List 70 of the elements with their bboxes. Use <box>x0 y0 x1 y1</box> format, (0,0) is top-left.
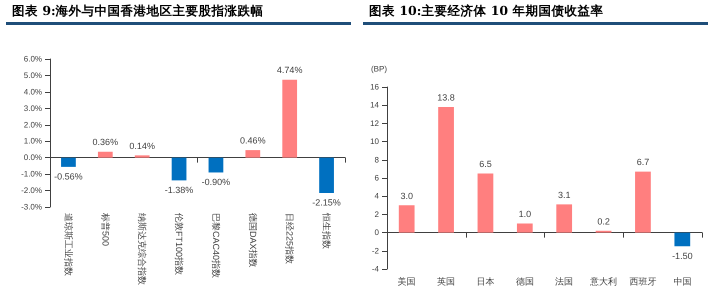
bar <box>398 205 415 233</box>
bar <box>98 152 113 158</box>
data-label: 0.46% <box>240 136 266 146</box>
x-tick-label: 日经225指数 <box>284 213 295 264</box>
data-label: -1.38% <box>164 184 194 195</box>
x-tick-label: 标普500 <box>100 212 110 246</box>
data-label: 1.0 <box>518 209 532 219</box>
x-tick-label: 德国DAX指数 <box>248 213 258 268</box>
bar <box>674 232 690 246</box>
x-tick-label: 意大利 <box>589 276 618 286</box>
x-tick-label: 中国 <box>673 276 692 286</box>
bar <box>635 172 651 233</box>
bar <box>208 158 224 172</box>
x-tick-label: 法国 <box>555 276 574 286</box>
y-tick-label: 4.0% <box>24 87 42 96</box>
x-tick-label: 西班牙 <box>629 276 656 286</box>
y-tick-label: 5.0% <box>24 70 42 80</box>
x-tick-label: 英国 <box>437 276 456 286</box>
data-label: 4.74% <box>276 65 302 76</box>
y-tick-label: 12 <box>370 118 380 128</box>
y-tick-label: -1.0% <box>21 170 42 179</box>
y-tick-label: 4 <box>374 192 380 201</box>
y-tick-label: 14 <box>370 100 380 110</box>
bar <box>478 173 494 233</box>
data-label: 3.0 <box>400 190 413 201</box>
y-tick-label: 6.0% <box>24 54 42 64</box>
x-tick-label: 伦敦FT100指数 <box>174 213 184 276</box>
data-label: -1.50 <box>672 250 693 261</box>
data-label: 0.36% <box>92 137 118 148</box>
y-tick-label: -4 <box>372 264 380 274</box>
y-tick-label: 3.0% <box>24 104 42 113</box>
y-axis-title: (BP) <box>371 64 388 74</box>
x-tick-label: 道琼斯工业指数 <box>63 213 74 276</box>
y-tick-label: 2.0% <box>24 120 42 130</box>
x-tick-label: 美国 <box>398 276 416 286</box>
data-label: 0.2 <box>597 216 610 226</box>
data-label: 6.5 <box>479 158 492 169</box>
data-label: -2.15% <box>312 198 341 208</box>
bar <box>319 158 334 194</box>
y-tick-label: -2 <box>372 246 380 256</box>
y-tick-label: 1.0% <box>24 136 42 146</box>
bar <box>516 224 533 233</box>
y-tick-label: 0.0% <box>24 153 42 162</box>
bar <box>556 204 572 233</box>
y-tick-label: 6 <box>374 174 380 182</box>
data-label: -0.56% <box>54 171 83 182</box>
x-tick-label: 德国 <box>516 276 534 286</box>
bar <box>282 80 298 158</box>
data-label: 0.14% <box>129 140 155 151</box>
chart-title: 图表 10:主要经济体 10 年期国债收益率 <box>363 0 708 25</box>
bar <box>438 107 454 233</box>
chart-title: 图表 9:海外与中国香港地区主要股指涨跌幅 <box>6 0 351 25</box>
bar <box>61 158 76 167</box>
y-tick-label: 2 <box>374 210 380 219</box>
data-label: 6.7 <box>636 157 650 168</box>
x-tick-label: 巴黎CAC40指数 <box>210 213 221 278</box>
y-tick-label: 16 <box>370 82 380 92</box>
data-label: 3.1 <box>558 190 570 200</box>
y-tick-label: 10 <box>370 137 380 146</box>
x-tick-label: 纳斯达克综合指数 <box>137 213 148 285</box>
data-label: -0.90% <box>202 176 230 187</box>
y-tick-label: -3.0% <box>21 202 42 212</box>
y-tick-label: 8 <box>374 155 380 164</box>
x-tick-label: 恒生指数 <box>322 212 332 249</box>
bar <box>245 150 260 158</box>
y-tick-label: -2.0% <box>21 186 42 196</box>
y-tick-label: 0 <box>374 228 380 238</box>
x-tick-label: 日本 <box>476 276 494 286</box>
bar <box>172 158 186 180</box>
data-label: 13.8 <box>437 92 455 103</box>
